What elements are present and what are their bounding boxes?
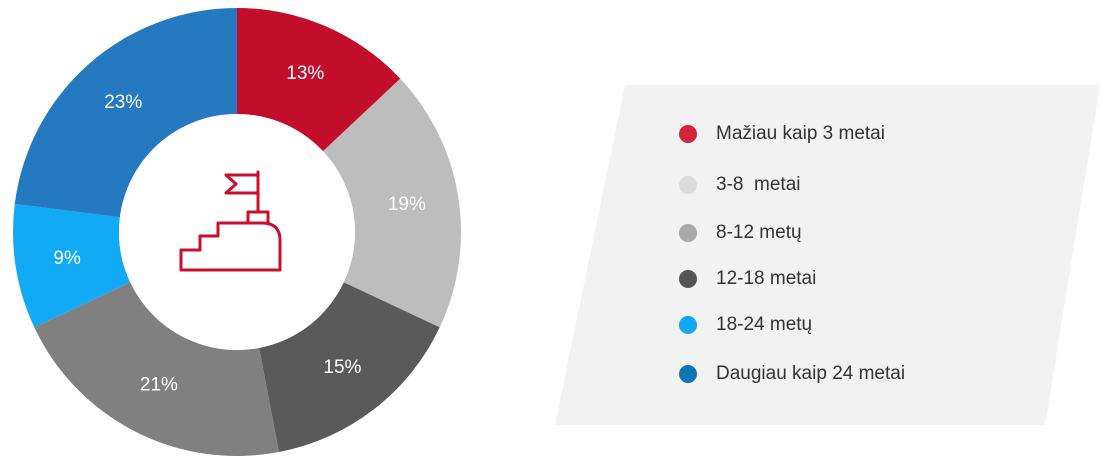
legend-label: Mažiau kaip 3 metai xyxy=(716,123,885,144)
slice-label: 19% xyxy=(388,194,426,215)
legend-label: Daugiau kaip 24 metai xyxy=(716,363,905,384)
donut-hole xyxy=(119,114,355,350)
slice-label: 13% xyxy=(286,63,324,84)
stairs-flag-icon xyxy=(179,170,282,272)
legend-label: 3-8 metai xyxy=(716,174,800,195)
pie-slice xyxy=(14,8,237,218)
legend-box xyxy=(555,85,1100,425)
pie-slice xyxy=(237,8,401,152)
slice-label: 23% xyxy=(104,92,142,113)
slice-label: 9% xyxy=(53,248,81,269)
legend-label: 12-18 metai xyxy=(716,268,816,289)
pie-slice xyxy=(323,78,462,328)
slice-label: 21% xyxy=(140,374,178,395)
pie-slice xyxy=(34,282,279,457)
legend-swatch xyxy=(679,365,697,383)
legend-label: 18-24 metų xyxy=(716,314,812,335)
legend-label: 8-12 metų xyxy=(716,222,802,243)
legend-swatch xyxy=(679,224,697,242)
slice-label: 15% xyxy=(323,357,361,378)
legend-swatch xyxy=(679,316,697,334)
legend-swatch xyxy=(679,270,697,288)
pie-slice xyxy=(12,203,131,328)
legend-swatch xyxy=(679,176,697,194)
legend-swatch xyxy=(679,125,697,143)
pie-slice xyxy=(259,282,440,453)
